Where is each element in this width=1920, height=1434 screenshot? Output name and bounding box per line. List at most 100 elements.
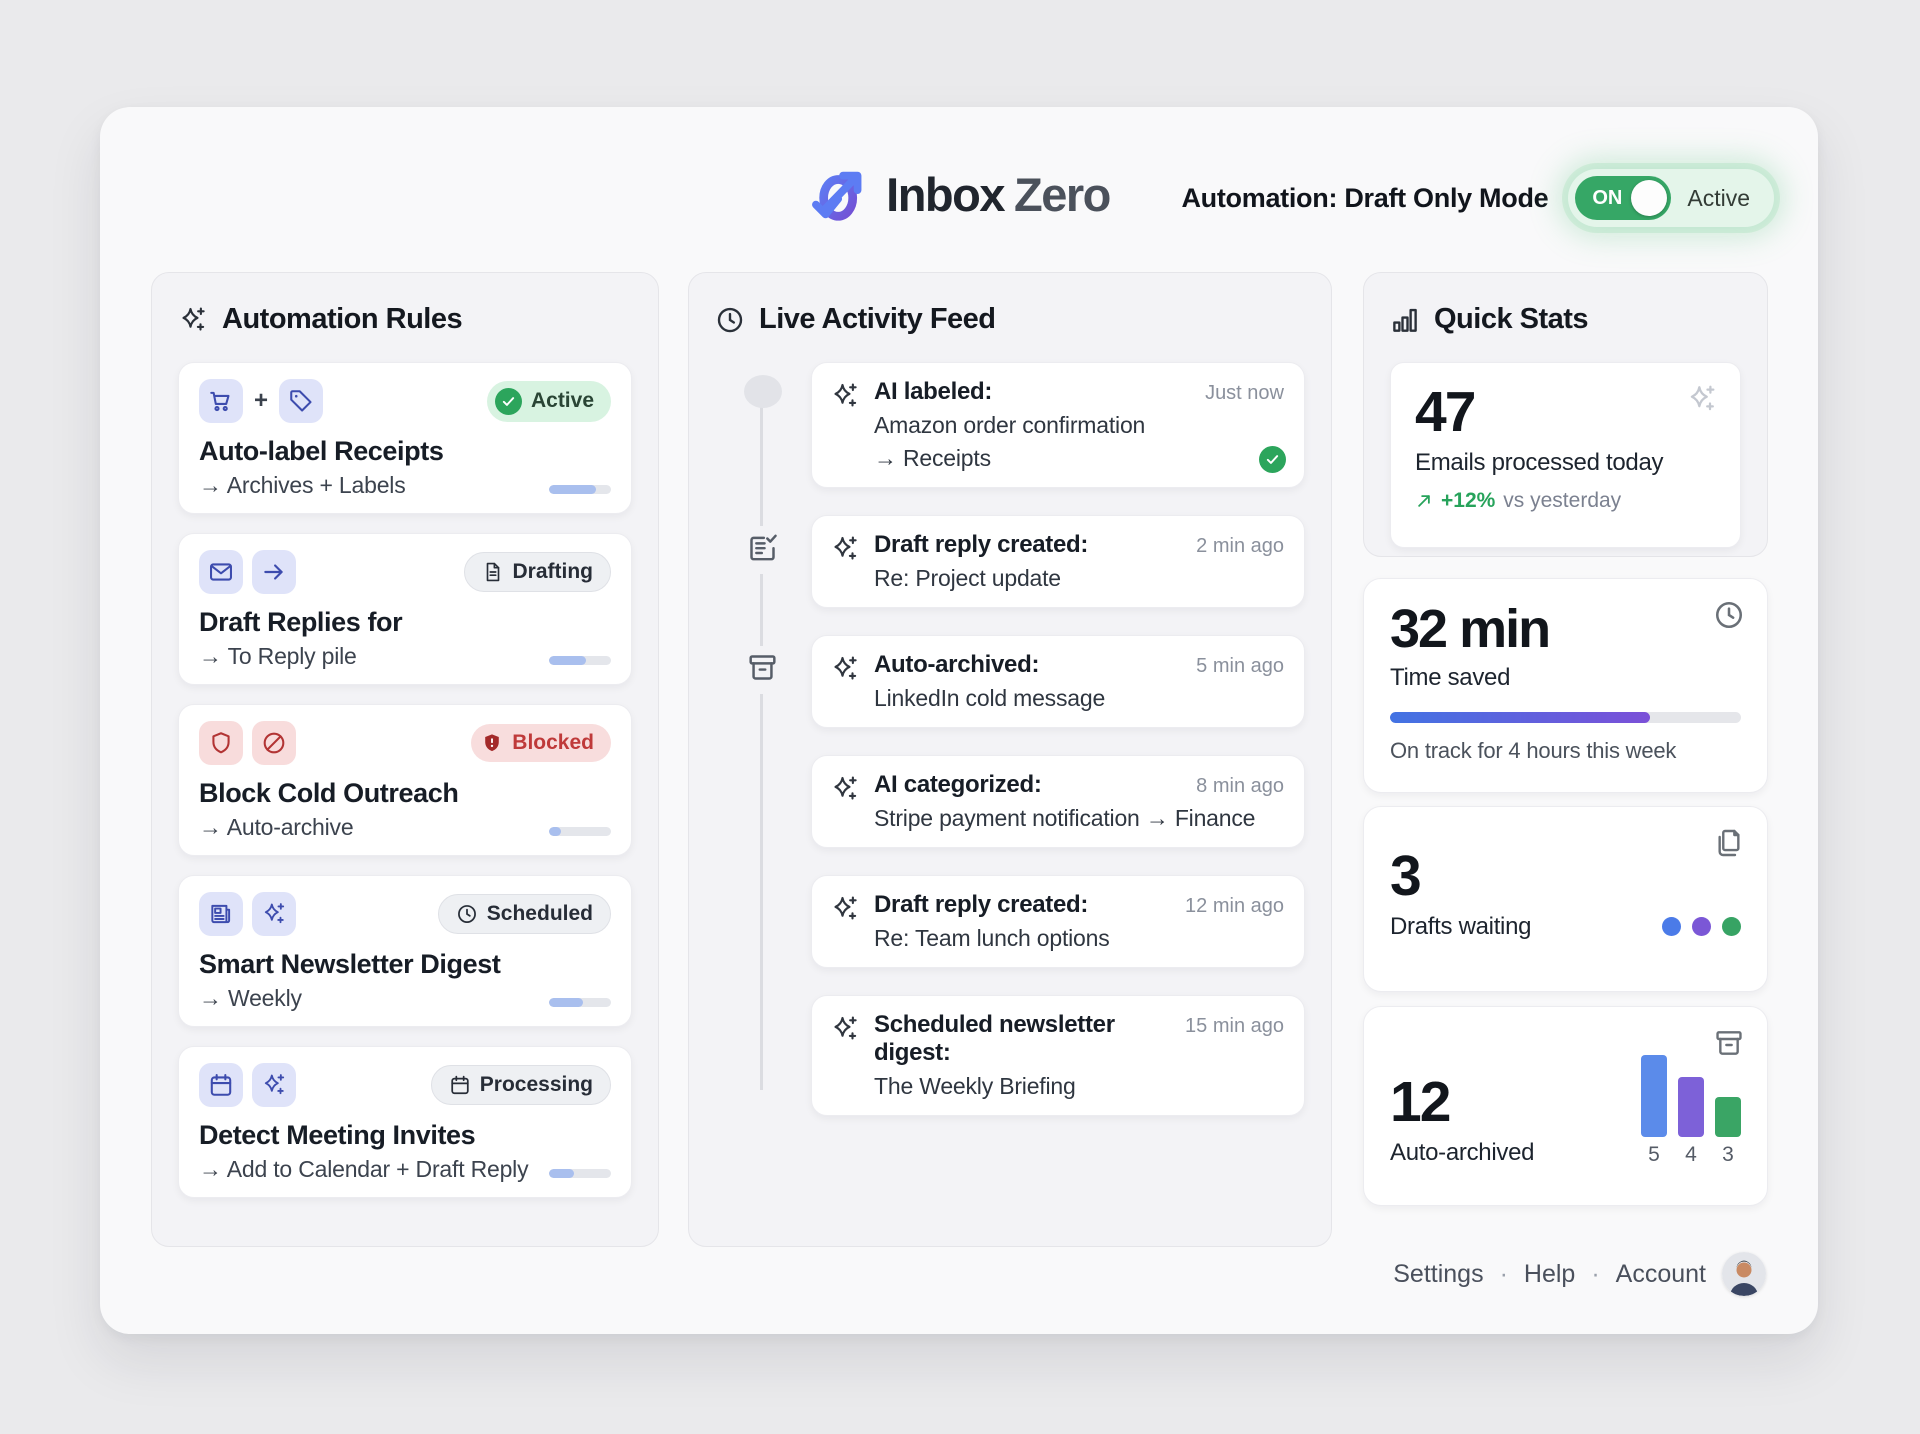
automation-mode-control: Automation: Draft Only Mode ON Active (1181, 169, 1774, 227)
stat-value: 12 (1390, 1070, 1451, 1135)
trend-up-icon (1415, 492, 1433, 510)
toggle-knob[interactable] (1631, 180, 1668, 216)
rule-icons (199, 1063, 296, 1107)
feed-timestamp: 12 min ago (1185, 895, 1284, 917)
rule-icons (199, 550, 296, 594)
account-link[interactable]: Account (1615, 1259, 1706, 1288)
rule-card-draft-replies[interactable]: Drafting Draft Replies for → To Reply pi… (178, 533, 632, 685)
rule-progress-bar (549, 1169, 611, 1178)
feed-item-ai-categorized[interactable]: AI categorized: 8 min ago Stripe payment… (811, 755, 1305, 848)
badge-label: Scheduled (486, 902, 593, 925)
quick-stats-panel: Quick Stats 47 Emails processed today +1… (1363, 272, 1768, 557)
feed-timestamp: 5 min ago (1196, 655, 1284, 677)
automation-toggle[interactable]: ON Active (1568, 169, 1774, 227)
sparkles-icon (830, 654, 860, 684)
header: Inbox Zero Automation: Draft Only Mode ON… (100, 107, 1818, 277)
footer-separator: · (1499, 1259, 1508, 1288)
settings-link[interactable]: Settings (1393, 1259, 1484, 1288)
rule-subtitle: → Weekly (199, 985, 302, 1011)
feed-timestamp: 15 min ago (1185, 1015, 1284, 1037)
archive-icon (746, 646, 779, 694)
bar-column: 3 (1715, 1097, 1741, 1167)
feed-title: Draft reply created: (874, 531, 1089, 558)
rule-top-row: + Active (199, 379, 611, 423)
stat-label: Drafts waiting (1390, 912, 1532, 940)
feed-item-newsletter-digest[interactable]: Scheduled newsletter digest: 15 min ago … (811, 995, 1305, 1116)
draft-dot-blue (1662, 917, 1681, 937)
draft-status-dots (1662, 917, 1741, 937)
bar-column: 5 (1641, 1055, 1667, 1167)
toggle-status-label: Active (1687, 184, 1750, 211)
feed-title: AI labeled: (874, 378, 993, 405)
feed-content: AI categorized: 8 min ago Stripe payment… (874, 771, 1284, 832)
ban-icon (252, 721, 296, 765)
activity-feed-list: AI labeled: Just now Amazon order confir… (715, 362, 1305, 1116)
sparkles-icon (178, 305, 208, 335)
rule-title: Draft Replies for (199, 607, 403, 637)
rule-icons (199, 721, 296, 765)
badge-label: Blocked (512, 731, 594, 754)
feed-detail: The Weekly Briefing (874, 1073, 1076, 1099)
rule-top-row: Blocked (199, 721, 611, 765)
delta-note: vs yesterday (1503, 488, 1622, 512)
feed-head: Auto-archived: 5 min ago (874, 651, 1284, 679)
quick-stats-header: Quick Stats (1390, 303, 1741, 336)
sparkles-icon (252, 1063, 296, 1107)
mail-icon (199, 550, 243, 594)
sparkles-icon (830, 534, 860, 564)
bar-chart-icon (1390, 305, 1420, 335)
rule-top-row: Processing (199, 1063, 611, 1107)
app-title-primary: Inbox (886, 167, 1005, 221)
file-text-icon (482, 561, 504, 583)
arrow-right-icon (252, 550, 296, 594)
rule-bottom-row: → Archives + Labels (199, 472, 611, 499)
badge-label: Processing (479, 1073, 593, 1096)
rule-card-block-cold-outreach[interactable]: Blocked Block Cold Outreach → Auto-archi… (178, 704, 632, 856)
automation-mode-label: Automation: Draft Only Mode (1181, 182, 1549, 213)
help-link[interactable]: Help (1523, 1259, 1576, 1288)
rule-card-newsletter-digest[interactable]: Scheduled Smart Newsletter Digest → Week… (178, 875, 632, 1027)
rule-card-auto-label-receipts[interactable]: + Active Auto-label Receipts → Archives … (178, 362, 632, 514)
feed-detail: Re: Team lunch options (874, 925, 1110, 951)
rule-icons (199, 892, 296, 936)
time-saved-note: On track for 4 hours this week (1390, 737, 1677, 763)
stat-card-emails-processed: 47 Emails processed today +12% vs yester… (1390, 362, 1741, 548)
timeline-dot (744, 375, 782, 408)
badge-label: Drafting (512, 560, 594, 583)
status-badge-active: Active (486, 380, 611, 422)
bar-label: 5 (1648, 1143, 1660, 1166)
feed-item-auto-archived[interactable]: Auto-archived: 5 min ago LinkedIn cold m… (746, 635, 1305, 728)
feed-item-ai-labeled[interactable]: AI labeled: Just now Amazon order confir… (744, 362, 1305, 488)
feed-title: AI categorized: (874, 771, 1042, 798)
clock-icon (456, 903, 478, 925)
feed-item-draft-reply-2[interactable]: Draft reply created: 12 min ago Re: Team… (811, 875, 1305, 968)
activity-feed-header: Live Activity Feed (715, 303, 1305, 336)
panel-title: Quick Stats (1434, 303, 1589, 335)
bar-green (1715, 1097, 1741, 1137)
feed-head: Draft reply created: 2 min ago (874, 531, 1284, 559)
rule-progress-bar (549, 827, 611, 836)
logo-mark-icon (812, 171, 862, 221)
bar-purple (1678, 1077, 1704, 1137)
feed-head: AI categorized: 8 min ago (874, 771, 1284, 799)
toggle-switch[interactable]: ON (1575, 176, 1672, 220)
feed-detail: LinkedIn cold message (874, 685, 1106, 711)
rule-subtitle: → Auto-archive (199, 814, 354, 840)
sparkles-icon (830, 774, 860, 804)
badge-label: Active (530, 389, 594, 412)
feed-title: Draft reply created: (874, 891, 1089, 918)
feed-item-draft-reply[interactable]: Draft reply created: 2 min ago Re: Proje… (746, 515, 1305, 608)
rule-progress-bar (549, 998, 611, 1007)
avatar[interactable] (1722, 1252, 1766, 1296)
main-panel: Inbox Zero Automation: Draft Only Mode ON… (100, 107, 1818, 1334)
rule-card-detect-meeting-invites[interactable]: Processing Detect Meeting Invites → Add … (178, 1046, 632, 1198)
rule-subtitle: → Add to Calendar + Draft Reply (199, 1156, 529, 1182)
footer: Settings · Help · Account (1393, 1252, 1766, 1296)
auto-archived-text: 12 Auto-archived (1390, 1070, 1534, 1167)
status-badge-blocked: Blocked (471, 724, 611, 762)
rule-top-row: Scheduled (199, 892, 611, 936)
note-edit-icon (746, 526, 779, 574)
rule-title: Block Cold Outreach (199, 778, 459, 808)
shield-icon (199, 721, 243, 765)
calendar-icon (199, 1063, 243, 1107)
